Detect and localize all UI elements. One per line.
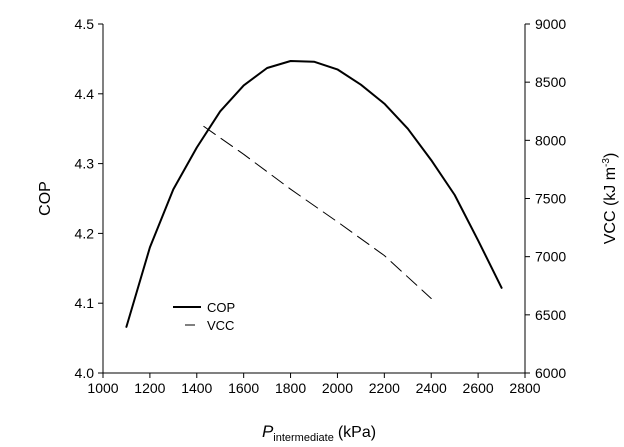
legend-label-vcc: VCC [207, 318, 234, 333]
axes-frame [103, 24, 525, 373]
y-right-tick-label: 9000 [535, 16, 566, 32]
x-tick-label: 2800 [509, 380, 540, 396]
x-tick-label: 1400 [181, 380, 212, 396]
x-tick-label: 1000 [87, 380, 118, 396]
y-left-tick-label: 4.5 [75, 16, 95, 32]
y-right-axis-title: VCC (kJ m-3) [601, 153, 619, 245]
x-axis-title-unit: (kPa) [338, 424, 376, 441]
legend-label-cop: COP [207, 300, 235, 315]
x-axis-title-subscript: intermediate [273, 432, 334, 444]
y-right-axis-title-close: ) [602, 153, 619, 158]
series-line-cop [126, 61, 501, 327]
x-axis-title: Pintermediate (kPa) [262, 422, 376, 444]
y-right-tick-label: 6000 [535, 365, 566, 381]
y-right-tick-label: 7500 [535, 191, 566, 207]
y-left-tick-label: 4.1 [75, 295, 95, 311]
x-tick-label: 2600 [463, 380, 494, 396]
y-right-axis-title-main: VCC (kJ m [602, 167, 619, 244]
y-left-tick-label: 4.3 [75, 156, 95, 172]
y-right-tick-label: 7000 [535, 249, 566, 265]
x-tick-label: 1800 [275, 380, 306, 396]
y-right-tick-label: 8000 [535, 132, 566, 148]
series-line-vcc [204, 126, 431, 298]
x-tick-label: 2400 [416, 380, 447, 396]
x-axis-title-symbol: P [262, 422, 274, 441]
legend: COP VCC [173, 300, 235, 333]
x-tick-label: 1200 [134, 380, 165, 396]
y-left-tick-label: 4.4 [75, 86, 95, 102]
y-left-tick-label: 4.2 [75, 225, 95, 241]
y-left-tick-label: 4.0 [75, 365, 95, 381]
axis-labels: Pintermediate (kPa) COP VCC (kJ m-3) [37, 153, 619, 444]
axis-ticks: 1000 1200 1400 1600 1800 2000 2200 2400 2600 2800… [75, 16, 567, 396]
x-tick-label: 1600 [228, 380, 259, 396]
x-tick-label: 2000 [322, 380, 353, 396]
plot-area [126, 61, 501, 327]
y-right-tick-label: 8500 [535, 74, 566, 90]
x-tick-label: 2200 [369, 380, 400, 396]
y-left-axis-title: COP [37, 181, 54, 216]
y-right-tick-label: 6500 [535, 307, 566, 323]
